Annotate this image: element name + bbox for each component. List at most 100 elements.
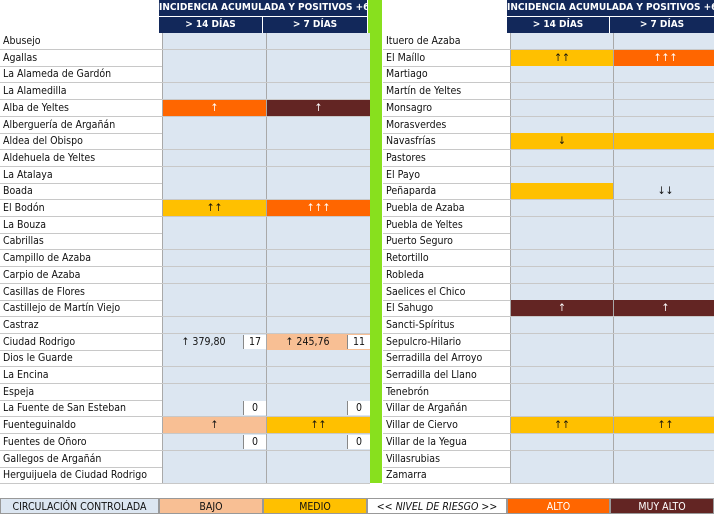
incidence-cell-c7 <box>613 467 714 484</box>
municipality-name: Puebla de Azaba <box>386 202 465 214</box>
incidence-cell-c7 <box>266 149 370 166</box>
incidence-cell-c14 <box>162 316 266 333</box>
incidence-cell-c14 <box>162 216 266 233</box>
legend-bajo: BAJO <box>159 498 263 514</box>
table-row: La Encina <box>0 367 370 384</box>
incidence-cell-c14 <box>510 350 613 367</box>
table-row: Puebla de Yeltes <box>383 216 714 234</box>
legend-muy-alto: MUY ALTO <box>610 498 714 514</box>
municipality-name: Aldehuela de Yeltes <box>3 151 96 164</box>
municipality-name: Aldea del Obispo <box>3 135 83 148</box>
table-row: Navasfrías ↓ <box>383 133 714 151</box>
incidence-cell-c7 <box>266 316 370 333</box>
incidence-cell-c14: ↑↑ <box>510 417 613 434</box>
legend-alto: ALTO <box>507 498 610 514</box>
incidence-cell-c7 <box>613 116 714 133</box>
table-row: Espeja <box>0 383 370 401</box>
table-row: El Bodón ↑↑ ↑↑↑ <box>0 200 370 217</box>
incidence-cell-c7 <box>266 467 370 484</box>
municipality-name: Sepulcro-Hilario <box>386 335 462 348</box>
incidence-cell-c7 <box>266 66 370 83</box>
incidence-cell-c14 <box>162 467 266 484</box>
municipality-name: Saelices el Chico <box>386 285 466 298</box>
table-row: Fuentes de Oñoro 0 0 <box>0 433 370 451</box>
column-divider <box>368 0 382 483</box>
table-row: Monsagro <box>383 99 714 117</box>
trend-value: ↑↑ <box>657 419 674 432</box>
municipality-name: Boada <box>3 185 33 198</box>
incidence-cell-c14 <box>162 367 266 383</box>
incidence-cell-c7 <box>613 99 714 116</box>
trend-value: ↑ <box>314 101 323 114</box>
municipality-name: Campillo de Azaba <box>3 252 92 265</box>
municipality-name: Villasrubias <box>386 452 441 465</box>
incidence-cell-c14 <box>510 216 613 233</box>
municipality-name: Morasverdes <box>386 118 447 131</box>
positives-count: 11 <box>347 334 370 349</box>
incidence-cell-c14 <box>510 66 613 83</box>
incidence-cell-c14 <box>510 316 613 333</box>
table-row: Campillo de Azaba <box>0 250 370 268</box>
table-row: Retortillo <box>383 250 714 268</box>
incidence-cell-c14: ↓ <box>510 133 613 150</box>
incidence-cell-c14: ↑↑ <box>510 49 613 66</box>
table-row: La Atalaya <box>0 166 370 184</box>
incidence-cell-c7 <box>266 133 370 150</box>
table-row: La Bouza <box>0 216 370 234</box>
municipality-name: Herguijuela de Ciudad Rodrigo <box>3 469 148 482</box>
positives-count: 0 <box>243 434 266 449</box>
trend-value: ↑ <box>210 101 219 114</box>
header-7-left: > 7 DÍAS <box>263 17 367 33</box>
incidence-cell-c14: 0 <box>162 433 266 450</box>
table-row: El Maíllo ↑↑ ↑↑↑ <box>383 49 714 67</box>
municipality-name: Abusejo <box>3 35 41 47</box>
municipality-name: Ciudad Rodrigo <box>3 335 76 348</box>
incidence-cell-c14 <box>162 250 266 267</box>
incidence-cell-c7 <box>613 166 714 183</box>
incidence-cell-c14 <box>510 166 613 183</box>
table-row: El Payo <box>383 166 714 184</box>
table-row: Martín de Yeltes <box>383 83 714 101</box>
incidence-cell-c7: 0 <box>266 433 370 450</box>
incidence-cell-c7 <box>266 33 370 49</box>
trend-value <box>204 436 226 448</box>
incidence-cell-c14 <box>162 49 266 66</box>
incidence-cell-c14 <box>510 183 613 200</box>
incidence-cell-c7: ↑ 245,76 11 <box>266 333 370 350</box>
table-row: Aldea del Obispo <box>0 133 370 151</box>
table-row: Zamarra <box>383 467 714 485</box>
incidence-cell-c14 <box>510 367 613 383</box>
table-row: Castraz <box>0 316 370 334</box>
table-row: Serradilla del Llano <box>383 367 714 384</box>
municipality-name: La Atalaya <box>3 168 53 181</box>
incidence-cell-c7 <box>613 333 714 350</box>
incidence-cell-c14 <box>510 283 613 300</box>
incidence-cell-c14 <box>510 467 613 484</box>
municipality-name: Dios le Guarde <box>3 352 73 365</box>
incidence-cell-c14 <box>510 99 613 116</box>
table-row: Abusejo <box>0 33 370 50</box>
incidence-cell-c7 <box>266 216 370 233</box>
table-row: Carpio de Azaba <box>0 266 370 284</box>
incidence-cell-c7: ↑↑↑ <box>613 49 714 66</box>
incidence-cell-c14 <box>162 83 266 100</box>
incidence-cell-c14 <box>510 233 613 250</box>
table-row: Aldehuela de Yeltes <box>0 149 370 167</box>
trend-value <box>308 402 330 414</box>
table-row: Fuenteguinaldo ↑ ↑↑ <box>0 417 370 435</box>
incidence-cell-c14 <box>510 83 613 100</box>
municipality-name: Pastores <box>386 151 426 164</box>
incidence-cell-c7: ↑↑ <box>266 417 370 434</box>
table-row: Ituero de Azaba <box>383 33 714 50</box>
incidence-cell-c14 <box>510 333 613 350</box>
incidence-cell-c14 <box>162 350 266 367</box>
incidence-cell-c7 <box>613 133 714 150</box>
incidence-cell-c7 <box>613 266 714 283</box>
incidence-cell-c7 <box>613 200 714 216</box>
municipality-name: Serradilla del Arroyo <box>386 352 483 365</box>
incidence-cell-c14 <box>510 200 613 216</box>
trend-value: ↑ <box>558 302 566 315</box>
incidence-cell-c14 <box>162 33 266 49</box>
incidence-cell-c14: ↑ <box>510 300 613 317</box>
incidence-cell-c7 <box>266 283 370 300</box>
